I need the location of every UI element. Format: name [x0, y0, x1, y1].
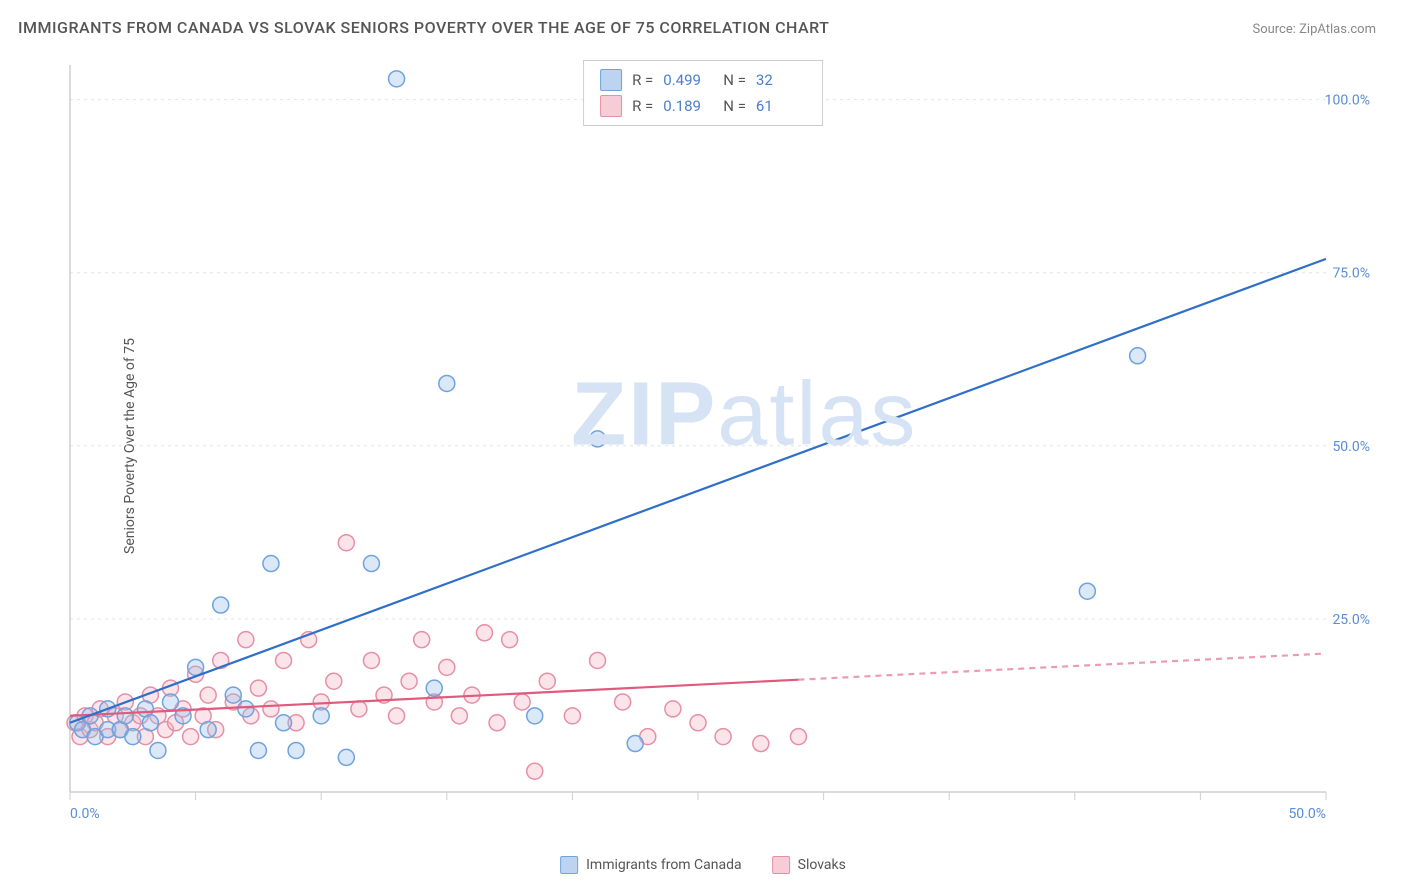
r-label: R = [632, 97, 653, 115]
chart-area: 0.0%50.0%25.0%50.0%75.0%100.0% ZIPatlas [60, 60, 1376, 832]
r-value: 0.189 [663, 97, 713, 115]
n-value: 61 [756, 97, 806, 115]
legend-swatch-icon [560, 856, 578, 874]
legend-row-blue: R = 0.499 N = 32 [600, 67, 806, 93]
x-axis-legend: Immigrants from Canada Slovaks [560, 856, 846, 874]
svg-text:50.0%: 50.0% [1332, 439, 1370, 455]
n-label: N = [723, 97, 746, 115]
legend-item-canada: Immigrants from Canada [560, 856, 742, 874]
r-value: 0.499 [663, 71, 713, 89]
source-attribution: Source: ZipAtlas.com [1252, 22, 1376, 37]
legend-item-slovaks: Slovaks [772, 856, 846, 874]
r-label: R = [632, 71, 653, 89]
legend-row-pink: R = 0.189 N = 61 [600, 93, 806, 119]
scatter-plot: 0.0% 50.0% 25.0% 50.0% 75.0% 100.0% [60, 60, 1376, 832]
svg-text:0.0%: 0.0% [70, 806, 100, 822]
legend-label: Immigrants from Canada [586, 857, 742, 873]
svg-text:25.0%: 25.0% [1332, 612, 1370, 628]
correlation-legend: R = 0.499 N = 32 R = 0.189 N = 61 [583, 60, 823, 126]
legend-swatch-icon [772, 856, 790, 874]
n-value: 32 [756, 71, 806, 89]
legend-swatch-pink [600, 95, 622, 117]
n-label: N = [723, 71, 746, 89]
chart-title: IMMIGRANTS FROM CANADA VS SLOVAK SENIORS… [18, 18, 829, 37]
legend-swatch-blue [600, 69, 622, 91]
svg-text:50.0%: 50.0% [1288, 806, 1326, 822]
svg-text:100.0%: 100.0% [1325, 93, 1370, 109]
svg-text:75.0%: 75.0% [1332, 266, 1370, 282]
legend-label: Slovaks [798, 857, 846, 873]
